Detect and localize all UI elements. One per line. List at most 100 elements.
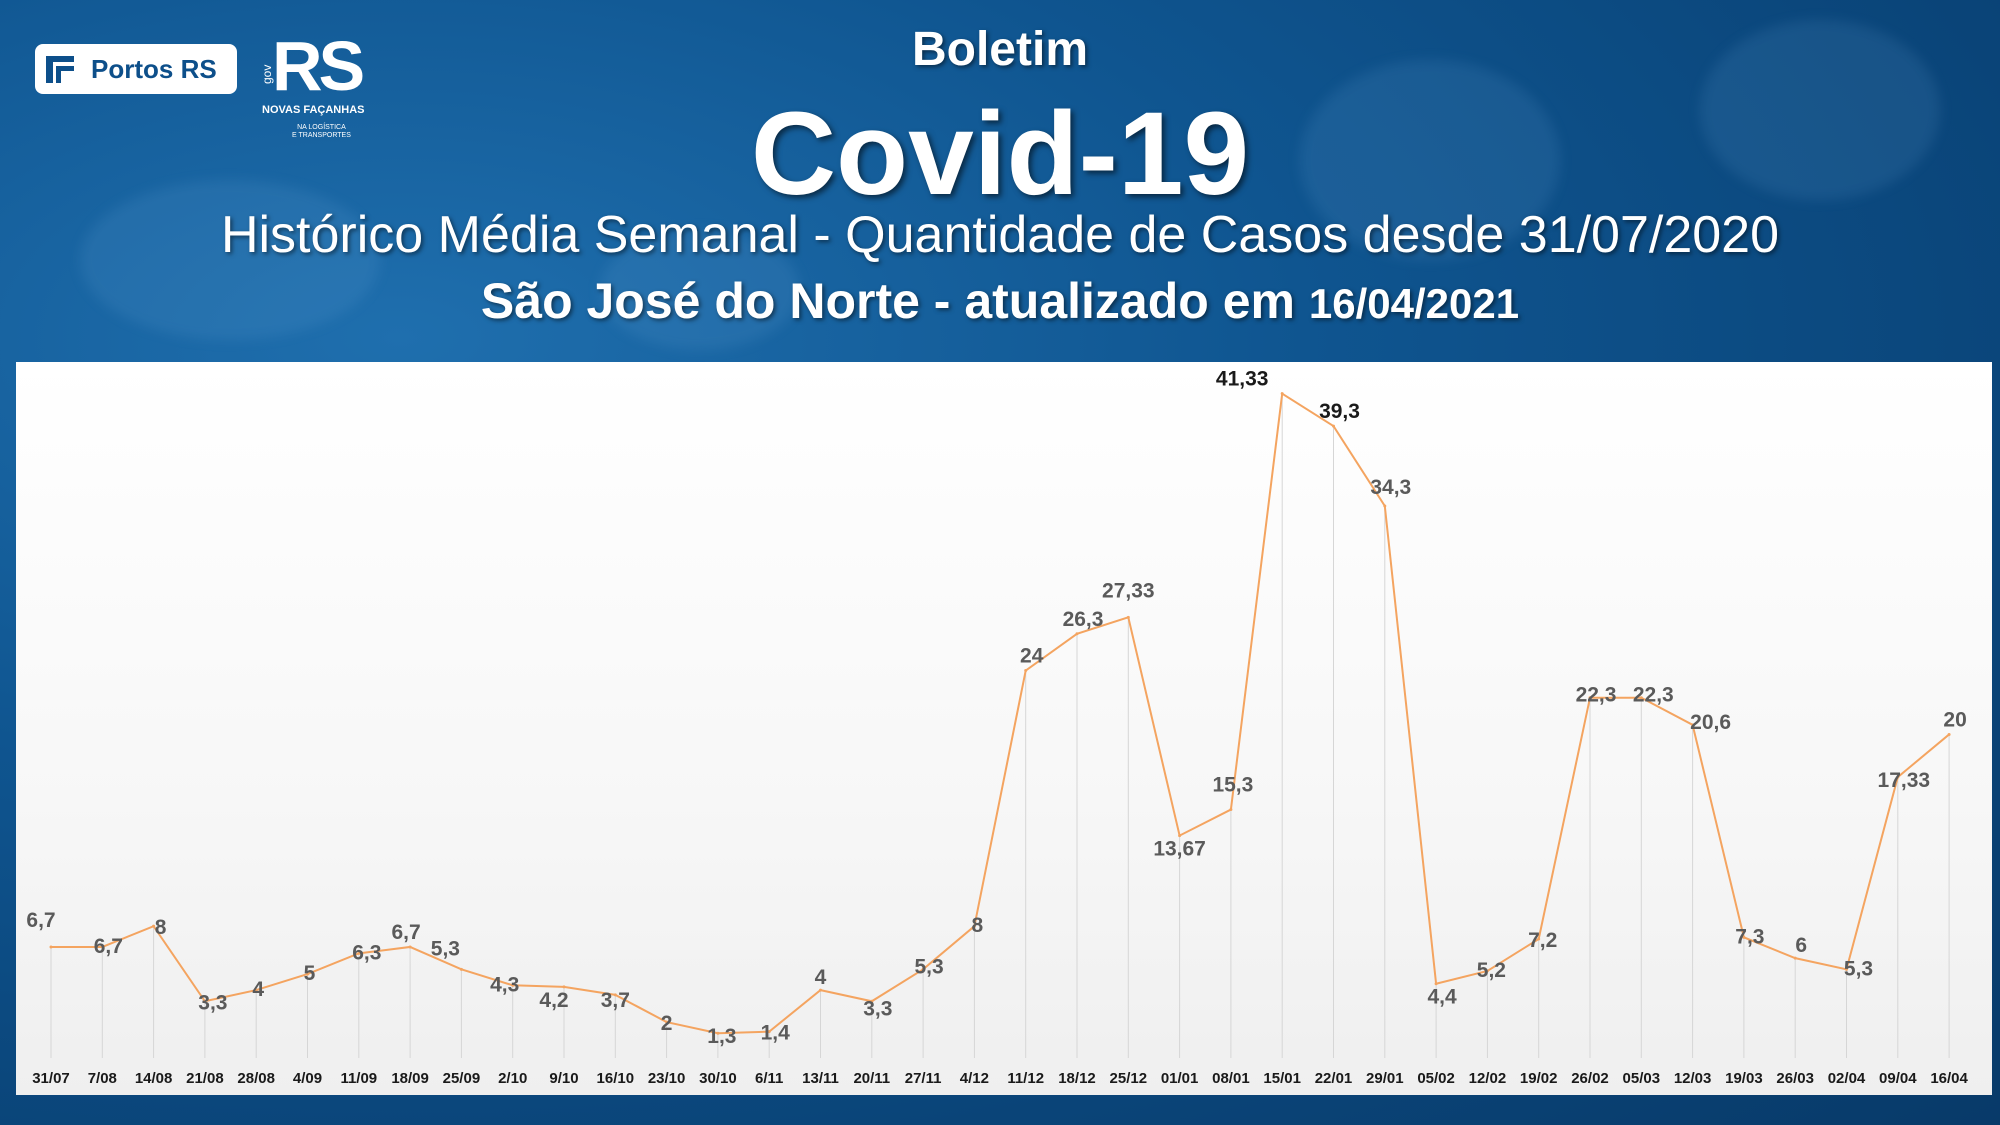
data-point-10	[562, 985, 566, 989]
data-label-25: 39,3	[1319, 400, 1360, 423]
x-tick-label-15: 13/11	[802, 1070, 839, 1087]
line-chart: 6,7 31/07 6,7 7/08 8 14/08 3,3 21/08 4 28/08 5 4/09…	[26, 368, 1968, 1087]
x-tick-label-28: 12/02	[1469, 1070, 1507, 1087]
x-tick-label-36: 09/04	[1879, 1070, 1917, 1087]
data-label-34: 6	[1795, 934, 1807, 957]
data-label-8: 5,3	[431, 937, 460, 960]
data-point-15	[819, 988, 822, 992]
data-point-4	[254, 988, 258, 992]
data-label-1: 6,7	[94, 935, 123, 958]
data-point-11	[613, 993, 617, 997]
x-tick-label-24: 15/01	[1263, 1070, 1301, 1087]
x-tick-label-10: 9/10	[549, 1070, 578, 1087]
data-point-21	[1126, 615, 1130, 619]
data-label-18: 8	[972, 914, 984, 937]
x-tick-label-11: 16/10	[597, 1070, 635, 1087]
bulletin-header: Boletim Covid-19 Histórico Média Semanal…	[0, 0, 2000, 360]
rs-gov-logo: gov RS NOVAS FAÇANHAS NA LOGÍSTICA E TRA…	[258, 26, 388, 146]
series-line	[51, 391, 1950, 1035]
data-label-6: 6,3	[352, 941, 381, 964]
portos-logo-text: Portos RS	[91, 53, 217, 84]
data-label-13: 1,3	[707, 1025, 736, 1048]
data-label-36: 17,33	[1878, 769, 1931, 792]
data-point-7	[408, 945, 412, 949]
data-point-12	[665, 1020, 669, 1024]
data-point-19	[1024, 669, 1028, 673]
data-label-5: 5	[304, 962, 316, 985]
data-point-9	[511, 983, 515, 987]
x-tick-label-12: 23/10	[648, 1070, 686, 1087]
data-point-36	[1896, 775, 1900, 779]
rs-small-line2: E TRANSPORTES	[292, 132, 351, 139]
data-point-22	[1178, 834, 1182, 838]
x-tick-label-29: 19/02	[1520, 1070, 1558, 1087]
x-tick-label-34: 26/03	[1776, 1070, 1814, 1087]
data-label-19: 24	[1020, 645, 1044, 668]
x-tick-label-1: 7/08	[88, 1070, 117, 1087]
data-label-37: 20	[1943, 708, 1966, 731]
rs-small-line1: NA LOGÍSTICA	[297, 124, 346, 131]
data-point-34	[1793, 956, 1797, 960]
chart-panel: 6,7 31/07 6,7 7/08 8 14/08 3,3 21/08 4 28/08 5 4/09…	[16, 362, 1992, 1095]
data-label-17: 5,3	[914, 955, 943, 978]
x-tick-label-30: 26/02	[1571, 1070, 1609, 1087]
data-point-30	[1588, 696, 1592, 700]
data-label-27: 4,4	[1427, 986, 1457, 1009]
data-point-24	[1280, 392, 1284, 396]
x-tick-label-19: 11/12	[1007, 1070, 1044, 1087]
x-tick-label-13: 30/10	[699, 1070, 737, 1087]
header-covid: Covid-19	[750, 88, 1250, 220]
data-point-0	[49, 945, 53, 949]
x-tick-label-21: 25/12	[1110, 1070, 1148, 1087]
data-label-21: 27,33	[1102, 579, 1155, 602]
data-point-17	[921, 967, 925, 971]
x-tick-label-16: 20/11	[853, 1070, 890, 1087]
header-update-date: 16/04/2021	[1308, 280, 1520, 327]
data-point-18	[972, 924, 976, 928]
header-subtitle: Histórico Média Semanal - Quantidade de …	[220, 206, 1780, 264]
x-tick-label-33: 19/03	[1725, 1070, 1763, 1087]
data-point-6	[357, 951, 361, 955]
data-label-22: 13,67	[1153, 838, 1206, 861]
data-label-9: 4,3	[490, 973, 519, 996]
data-point-20	[1075, 632, 1079, 636]
rs-tagline: NOVAS FAÇANHAS	[262, 104, 365, 116]
x-tick-label-5: 4/09	[293, 1070, 322, 1087]
x-tick-label-35: 02/04	[1828, 1070, 1866, 1087]
data-label-11: 3,7	[601, 989, 630, 1012]
x-tick-label-3: 21/08	[186, 1070, 224, 1087]
data-label-16: 3,3	[863, 997, 892, 1020]
data-label-28: 5,2	[1477, 959, 1506, 982]
data-label-24: 41,33	[1216, 368, 1269, 391]
portos-rs-logo: Portos RS	[35, 44, 237, 94]
data-point-13	[716, 1031, 720, 1035]
data-label-15: 4	[815, 966, 827, 989]
rs-logo-text: RS	[272, 27, 365, 105]
data-label-32: 20,6	[1690, 711, 1731, 734]
data-label-2: 8	[155, 916, 167, 939]
data-point-8	[459, 967, 463, 971]
x-tick-label-26: 29/01	[1366, 1070, 1404, 1087]
data-label-31: 22,3	[1633, 684, 1674, 707]
data-point-27	[1434, 982, 1438, 986]
data-label-10: 4,2	[539, 989, 568, 1012]
data-point-25	[1332, 424, 1335, 428]
data-label-0: 6,7	[26, 909, 55, 932]
x-tick-label-6: 11/09	[340, 1070, 377, 1087]
data-label-12: 2	[661, 1012, 673, 1035]
data-point-2	[152, 924, 156, 928]
data-point-3	[203, 999, 207, 1003]
x-tick-label-0: 31/07	[32, 1070, 70, 1087]
x-tick-label-32: 12/03	[1674, 1070, 1712, 1087]
header-boletim: Boletim	[911, 23, 1088, 76]
x-tick-label-14: 6/11	[755, 1070, 783, 1087]
data-point-14	[767, 1030, 771, 1034]
x-tick-label-25: 22/01	[1315, 1070, 1353, 1087]
data-point-23	[1229, 808, 1233, 812]
data-point-35	[1845, 967, 1848, 971]
data-point-31	[1639, 696, 1643, 700]
x-tick-label-20: 18/12	[1058, 1070, 1096, 1087]
x-tick-label-2: 14/08	[135, 1070, 173, 1087]
x-tick-label-27: 05/02	[1417, 1070, 1455, 1087]
data-label-14: 1,4	[761, 1022, 791, 1045]
